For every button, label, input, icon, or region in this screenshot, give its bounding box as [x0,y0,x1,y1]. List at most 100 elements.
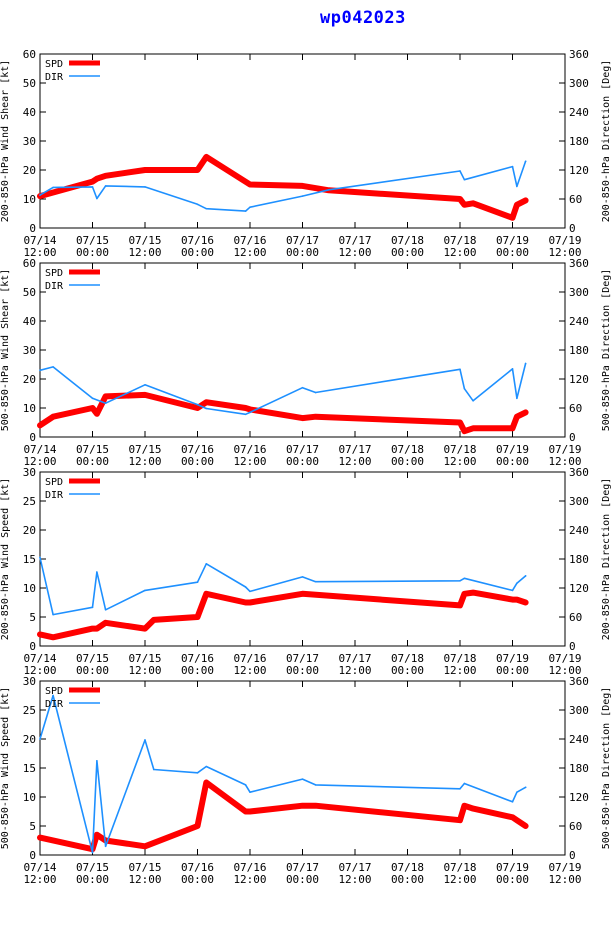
data-point-dir [104,402,107,404]
x-tick-label-date: 07/19 [548,443,581,456]
y-tick-label: 5 [29,611,36,624]
data-point-spd [195,405,200,411]
data-point-spd [470,590,476,596]
y2-tick-label: 0 [569,431,576,444]
x-tick-label-date: 07/19 [496,861,529,874]
y2-tick-label: 240 [569,733,589,746]
data-point-dir [144,739,146,741]
data-point-spd [523,600,529,605]
x-tick-label-time: 12:00 [548,246,581,259]
data-point-dir [205,207,208,210]
data-point-dir [524,160,527,163]
data-point-spd [151,617,157,623]
y2-axis-label: 500-850-hPa Direction [Deg] [601,687,612,850]
x-tick-label-time: 12:00 [338,873,371,886]
y-tick-label: 50 [23,77,36,90]
x-tick-label-time: 12:00 [23,246,56,259]
data-point-spd [90,626,95,632]
data-point-dir [91,186,94,188]
y2-tick-label: 0 [569,640,576,653]
x-tick-label-date: 07/17 [286,861,319,874]
data-point-dir [249,791,251,793]
data-point-spd [523,823,529,829]
x-tick-label-time: 00:00 [496,873,529,886]
x-tick-label-time: 12:00 [338,246,371,259]
data-point-spd [203,399,209,405]
x-tick-label-time: 00:00 [496,246,529,259]
y2-tick-label: 240 [569,315,589,328]
data-point-spd [457,196,463,202]
x-tick-label-date: 07/16 [233,234,266,247]
x-tick-label-date: 07/16 [233,652,266,665]
data-point-dir [524,786,527,789]
data-point-dir [52,366,54,368]
data-point-dir [244,413,247,416]
data-point-dir [301,195,304,197]
data-point-spd [203,591,209,597]
data-point-dir [96,197,98,200]
x-tick-label-time: 00:00 [391,246,424,259]
data-point-dir [314,391,317,394]
x-tick-label-time: 00:00 [76,246,109,259]
x-tick-label-date: 07/17 [338,861,371,874]
legend-label-dir: DIR [45,72,64,83]
data-point-spd [510,814,515,820]
x-tick-label-time: 12:00 [128,246,161,259]
x-tick-label-date: 07/17 [286,443,319,456]
x-tick-label-date: 07/14 [23,652,56,665]
data-point-spd [142,167,148,173]
data-point-spd [457,602,463,608]
legend-label-dir: DIR [45,281,64,292]
plot-frame [39,680,566,856]
y2-tick-label: 240 [569,106,589,119]
data-point-dir [244,784,247,786]
data-point-dir [96,759,98,762]
data-point-spd [195,823,200,829]
data-point-dir [511,801,514,803]
y2-tick-label: 0 [569,222,576,235]
y2-tick-label: 300 [569,286,589,299]
data-point-spd [37,631,43,637]
data-point-dir [52,186,54,189]
series-line-spd [37,589,529,641]
series-line-dir [39,694,527,854]
x-tick-label-date: 07/17 [338,443,371,456]
x-tick-label-time: 00:00 [76,873,109,886]
y-tick-label: 20 [23,373,36,386]
y-tick-label: 20 [23,524,36,537]
y-tick-label: 15 [23,762,36,775]
y2-tick-label: 60 [569,193,582,206]
y2-axis-label: 500-850-hPa Direction [Deg] [601,269,612,432]
y2-tick-label: 360 [569,675,589,688]
y2-tick-label: 60 [569,402,582,415]
data-point-dir [104,608,107,611]
data-point-dir [249,590,251,593]
y-tick-label: 60 [23,257,36,270]
x-tick-label-date: 07/19 [496,443,529,456]
data-point-spd [203,154,209,160]
data-point-spd [247,182,253,187]
data-point-spd [470,425,476,431]
series-line-dir [39,362,527,416]
data-point-spd [300,591,305,597]
data-point-spd [90,179,95,185]
x-tick-label-date: 07/19 [496,234,529,247]
x-tick-label-time: 00:00 [496,455,529,468]
data-point-spd [37,422,43,428]
x-tick-label-time: 12:00 [548,664,581,677]
data-point-dir [205,407,208,410]
data-point-spd [313,803,319,809]
y2-tick-label: 180 [569,553,589,566]
x-tick-label-date: 07/17 [338,234,371,247]
data-point-dir [463,782,466,785]
y2-tick-label: 300 [569,495,589,508]
y2-tick-label: 300 [569,77,589,90]
data-point-dir [39,369,41,372]
y-tick-label: 40 [23,106,36,119]
y2-axis-label: 200-850-hPa Direction [Deg] [601,478,612,641]
x-tick-label-time: 12:00 [128,664,161,677]
x-tick-label-date: 07/16 [181,861,214,874]
data-point-spd [510,425,515,431]
x-tick-label-time: 12:00 [23,664,56,677]
